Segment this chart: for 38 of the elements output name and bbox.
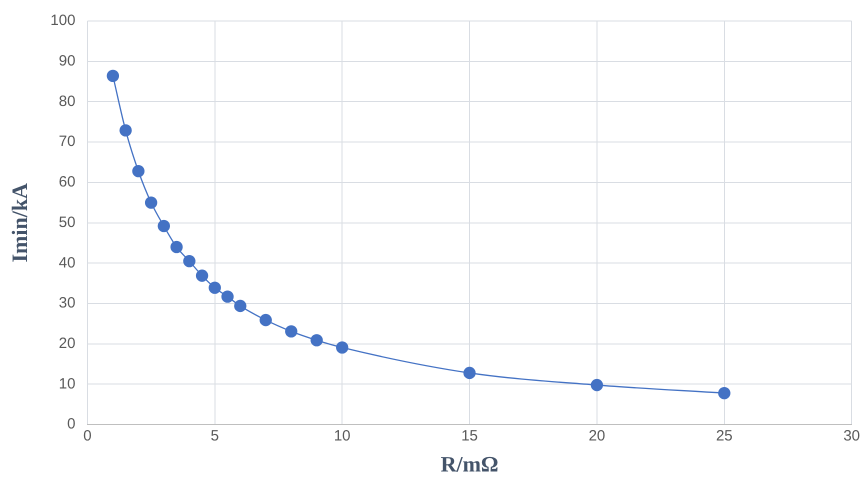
x-tick-label: 25	[716, 428, 733, 445]
point	[718, 386, 730, 400]
point	[119, 124, 132, 137]
y-tick-label: 0	[67, 416, 76, 433]
point	[336, 341, 348, 354]
point	[260, 314, 272, 326]
y-tick-label: 40	[58, 254, 76, 272]
y-tick-label: 80	[58, 92, 76, 110]
x-tick-label: 10	[334, 428, 351, 445]
y-tick-label: 100	[50, 12, 76, 30]
point	[196, 270, 208, 282]
y-tick-label: 50	[58, 214, 76, 231]
point	[208, 282, 221, 294]
point	[234, 300, 246, 312]
x-tick-label: 5	[210, 428, 219, 445]
point	[132, 164, 145, 178]
point	[106, 70, 120, 82]
x-tick-label: 0	[83, 428, 92, 445]
point	[183, 254, 196, 268]
point	[158, 220, 170, 232]
y-tick-label: 30	[58, 294, 76, 312]
y-tick-label: 60	[58, 174, 76, 191]
y-axis-title: Imin/kA	[6, 182, 32, 263]
x-tick-label: 15	[461, 428, 478, 445]
y-tick-label: 70	[58, 133, 76, 150]
y-tick-label: 90	[58, 52, 76, 70]
y-tick-label: 20	[58, 335, 76, 352]
point	[463, 366, 476, 380]
x-tick-label: 20	[588, 428, 606, 445]
point	[590, 378, 604, 392]
point	[285, 325, 298, 338]
y-tick-label: 10	[58, 375, 76, 392]
x-tick-label: 30	[843, 428, 860, 445]
x-axis-title: R/mΩ	[440, 451, 499, 476]
point	[221, 290, 234, 303]
point	[310, 334, 323, 346]
point	[170, 240, 183, 254]
point	[144, 196, 158, 209]
